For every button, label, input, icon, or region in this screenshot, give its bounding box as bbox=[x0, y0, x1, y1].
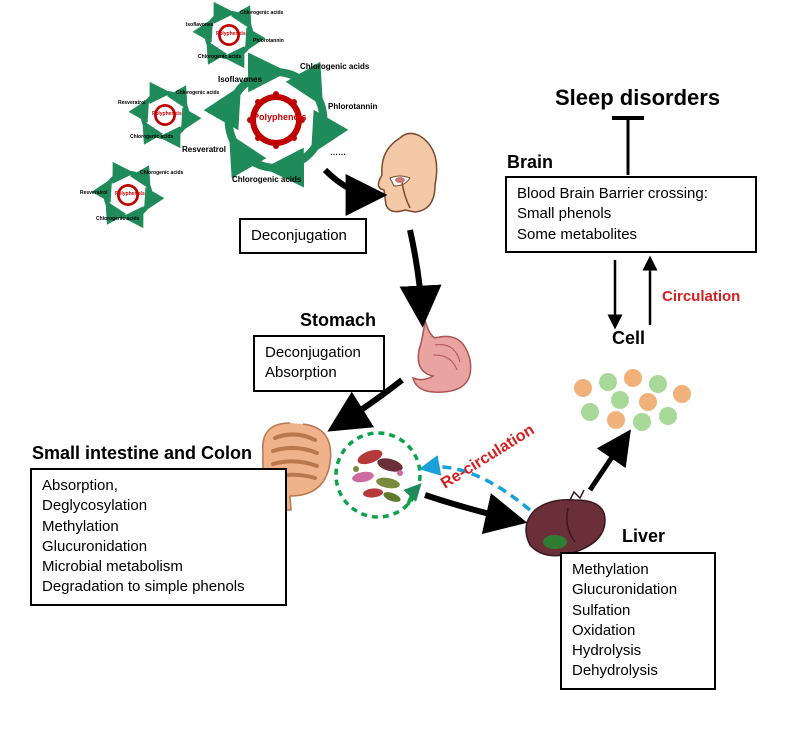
poly-sm1-label: Polyphenols bbox=[216, 31, 246, 37]
arrow-liver-to-cells bbox=[590, 438, 625, 490]
intestine-line-2: Methylation bbox=[42, 517, 275, 537]
head-icon bbox=[378, 133, 436, 212]
polyphenol-center-label: Polyphenols bbox=[253, 112, 299, 122]
poly-sm1-s0: Chlorogenic acids bbox=[240, 10, 283, 16]
liver-label: Liver bbox=[622, 526, 665, 547]
liver-line-2: Sulfation bbox=[572, 601, 704, 621]
liver-line-1: Glucuronidation bbox=[572, 580, 704, 600]
intestine-box: Absorption, Deglycosylation Methylation … bbox=[30, 468, 287, 606]
stomach-line-0: Deconjugation bbox=[265, 343, 373, 363]
stomach-icon bbox=[413, 320, 471, 392]
intestine-line-0: Absorption, bbox=[42, 476, 275, 496]
poly-sm1-s5: Isoflavones bbox=[186, 22, 214, 28]
arrow-mouth-to-stomach bbox=[410, 230, 422, 315]
arrow-poly-to-mouth bbox=[325, 170, 375, 195]
mouth-box: Deconjugation bbox=[239, 218, 367, 254]
intestine-line-5: Degradation to simple phenols bbox=[42, 577, 275, 597]
cell-label: Cell bbox=[612, 328, 645, 349]
brain-box: Blood Brain Barrier crossing: Small phen… bbox=[505, 176, 757, 253]
microbiome-icon bbox=[336, 433, 420, 517]
poly-sm2-label: Polyphenols bbox=[152, 111, 182, 117]
poly-sm3-s3: Chlorogenic acids bbox=[96, 216, 139, 222]
stomach-label: Stomach bbox=[300, 310, 376, 331]
intestine-label: Small intestine and Colon bbox=[32, 443, 252, 464]
poly-surround-5: Isoflavones bbox=[218, 75, 262, 84]
poly-sm3-s0: Chlorogenic acids bbox=[140, 170, 183, 176]
poly-sm2-s4: Resveratrol bbox=[118, 100, 146, 106]
poly-surround-2: …… bbox=[330, 148, 346, 157]
poly-sm3-s4: Resveratrol bbox=[80, 190, 108, 196]
circulation-label: Circulation bbox=[662, 288, 740, 305]
liver-line-0: Methylation bbox=[572, 560, 704, 580]
poly-surround-0: Chlorogenic acids bbox=[300, 62, 369, 71]
liver-line-4: Hydrolysis bbox=[572, 641, 704, 661]
brain-line-0: Blood Brain Barrier crossing: bbox=[517, 184, 745, 204]
poly-sm1-s1: Phlorotannin bbox=[253, 38, 284, 44]
poly-surround-3: Chlorogenic acids bbox=[232, 175, 301, 184]
liver-box: Methylation Glucuronidation Sulfation Ox… bbox=[560, 552, 716, 690]
poly-sm1-s3: Chlorogenic acids bbox=[198, 54, 241, 60]
intestine-line-3: Glucuronidation bbox=[42, 537, 275, 557]
liver-line-3: Oxidation bbox=[572, 621, 704, 641]
poly-sm3-label: Polyphenols bbox=[115, 191, 145, 197]
poly-sm2-s0: Chlorogenic acids bbox=[176, 90, 219, 96]
poly-surround-4: Resveratrol bbox=[182, 145, 226, 154]
recirculation-label: Re-circulation bbox=[438, 421, 538, 493]
stomach-box: Deconjugation Absorption bbox=[253, 335, 385, 392]
mouth-line-0: Deconjugation bbox=[251, 226, 355, 246]
stomach-line-1: Absorption bbox=[265, 363, 373, 383]
arrow-micro-to-liver bbox=[425, 495, 515, 520]
intestine-line-4: Microbial metabolism bbox=[42, 557, 275, 577]
brain-line-1: Small phenols bbox=[517, 204, 745, 224]
sleep-disorders-title: Sleep disorders bbox=[555, 85, 720, 111]
cell-dots bbox=[574, 369, 691, 431]
liver-icon bbox=[526, 490, 605, 556]
brain-line-2: Some metabolites bbox=[517, 225, 745, 245]
brain-label: Brain bbox=[507, 152, 553, 173]
poly-surround-1: Phlorotannin bbox=[328, 102, 377, 111]
poly-sm2-s3: Chlorogenic acids bbox=[130, 134, 173, 140]
liver-line-5: Dehydrolysis bbox=[572, 661, 704, 681]
intestine-line-1: Deglycosylation bbox=[42, 496, 275, 516]
